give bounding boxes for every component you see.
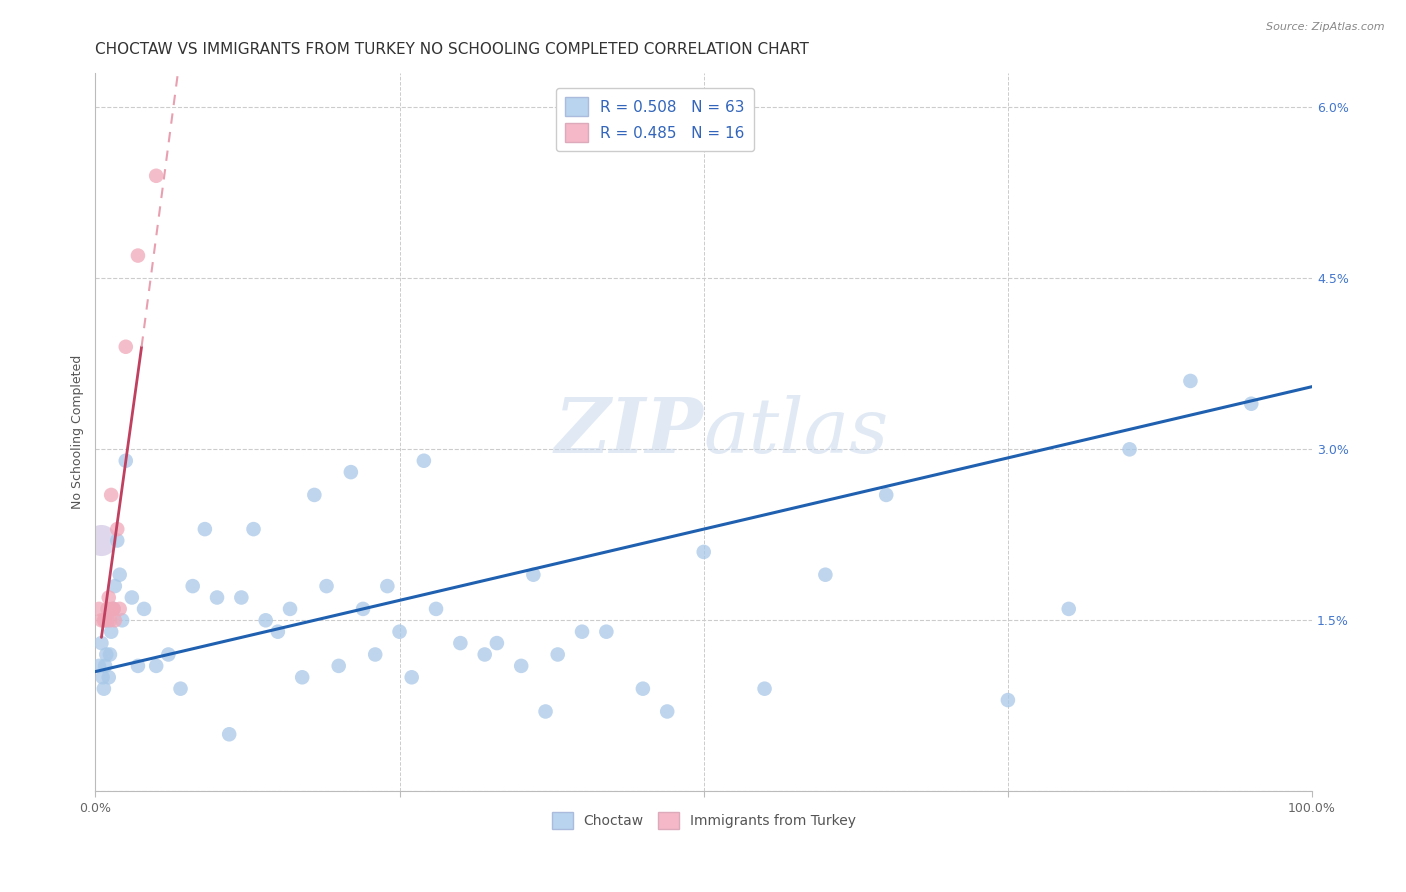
Point [1240, 397, 1263, 411]
Point [103, 602, 125, 616]
Point [547, 648, 569, 662]
Point [105, 522, 128, 536]
Point [449, 636, 471, 650]
Point [98, 648, 121, 662]
Point [157, 648, 180, 662]
Point [595, 624, 617, 639]
Point [100, 488, 122, 502]
Point [571, 624, 593, 639]
Point [315, 579, 337, 593]
Point [304, 488, 326, 502]
Point [97, 591, 120, 605]
Point [412, 454, 434, 468]
Point [94, 613, 117, 627]
Point [90, 613, 112, 627]
Point [997, 693, 1019, 707]
Point [169, 681, 191, 696]
Point [100, 624, 122, 639]
Point [205, 591, 228, 605]
Point [91, 670, 114, 684]
Point [98, 613, 121, 627]
Point [121, 591, 143, 605]
Point [657, 705, 679, 719]
Point [93, 681, 115, 696]
Point [425, 602, 447, 616]
Text: Source: ZipAtlas.com: Source: ZipAtlas.com [1267, 22, 1385, 32]
Text: CHOCTAW VS IMMIGRANTS FROM TURKEY NO SCHOOLING COMPLETED CORRELATION CHART: CHOCTAW VS IMMIGRANTS FROM TURKEY NO SCH… [96, 42, 810, 57]
Text: ZIP: ZIP [555, 395, 704, 469]
Point [87, 659, 110, 673]
Point [96, 602, 118, 616]
Point [401, 670, 423, 684]
Point [104, 613, 127, 627]
Point [340, 465, 363, 479]
Point [97, 670, 120, 684]
Legend: Choctaw, Immigrants from Turkey: Choctaw, Immigrants from Turkey [546, 806, 862, 835]
Point [90, 533, 112, 548]
Point [631, 681, 654, 696]
Point [103, 602, 125, 616]
Point [485, 636, 508, 650]
Text: atlas: atlas [704, 395, 889, 469]
Point [474, 648, 496, 662]
Point [278, 602, 301, 616]
Point [693, 545, 716, 559]
Point [145, 169, 167, 183]
Point [90, 636, 112, 650]
Point [127, 659, 149, 673]
Point [194, 522, 217, 536]
Point [814, 567, 837, 582]
Point [388, 624, 411, 639]
Point [254, 613, 277, 627]
Point [510, 659, 533, 673]
Point [101, 602, 124, 616]
Point [364, 648, 387, 662]
Point [1118, 442, 1140, 457]
Point [105, 533, 128, 548]
Point [127, 249, 149, 263]
Point [93, 613, 115, 627]
Point [145, 659, 167, 673]
Point [242, 522, 264, 536]
Point [96, 613, 118, 627]
Point [1180, 374, 1202, 388]
Y-axis label: No Schooling Completed: No Schooling Completed [72, 355, 84, 509]
Point [87, 602, 110, 616]
Point [218, 727, 240, 741]
Point [94, 659, 117, 673]
Point [754, 681, 776, 696]
Point [1057, 602, 1080, 616]
Point [875, 488, 897, 502]
Point [352, 602, 374, 616]
Point [114, 454, 136, 468]
Point [181, 579, 204, 593]
Point [132, 602, 155, 616]
Point [328, 659, 350, 673]
Point [108, 602, 131, 616]
Point [534, 705, 557, 719]
Point [291, 670, 314, 684]
Point [96, 648, 118, 662]
Point [114, 340, 136, 354]
Point [267, 624, 290, 639]
Point [522, 567, 544, 582]
Point [108, 567, 131, 582]
Point [104, 579, 127, 593]
Point [231, 591, 253, 605]
Point [377, 579, 399, 593]
Point [111, 613, 134, 627]
